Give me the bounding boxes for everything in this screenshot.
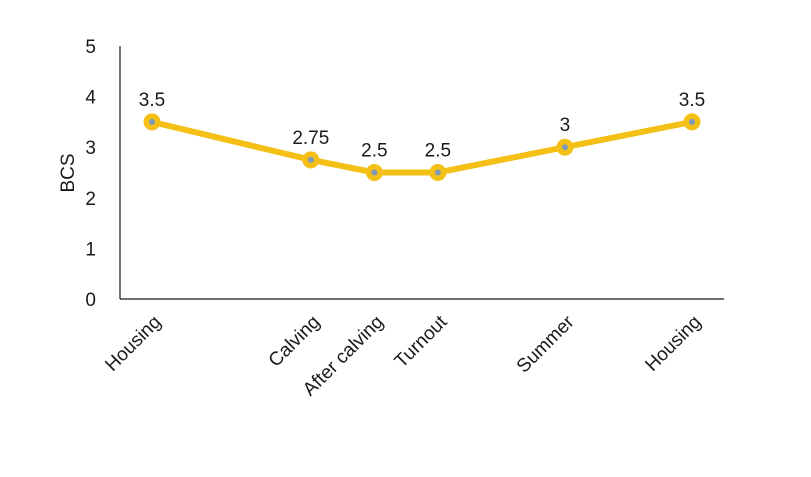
- data-label: 3: [560, 115, 571, 136]
- data-point-center: [689, 118, 695, 125]
- y-tick-label: 5: [85, 37, 96, 58]
- data-point: [556, 138, 574, 156]
- series-line: [149, 118, 695, 176]
- y-tick-label: 0: [85, 290, 96, 311]
- x-tick-label: Housing: [641, 312, 705, 376]
- data-label: 3.5: [139, 90, 165, 111]
- data-point-center: [434, 169, 441, 176]
- data-label: 2.75: [292, 128, 329, 149]
- y-axis-ticks: 0 1 2 3 4 5: [85, 37, 96, 311]
- data-point-center: [149, 118, 155, 125]
- data-point: [683, 113, 701, 131]
- y-tick-label: 1: [85, 239, 96, 260]
- data-label: 2.5: [361, 141, 387, 162]
- y-axis-title: BCS: [58, 153, 79, 192]
- x-tick-label: Housing: [101, 312, 165, 376]
- data-point: [143, 113, 161, 131]
- y-tick-label: 3: [85, 138, 96, 159]
- data-point-center: [371, 169, 378, 176]
- data-label: 3.5: [679, 90, 705, 111]
- data-labels: 3.5 2.75 2.5 2.5 3 3.5: [139, 90, 705, 162]
- x-tick-label: Turnout: [391, 311, 452, 372]
- x-tick-label: Summer: [513, 311, 579, 377]
- data-point: [365, 164, 383, 181]
- x-tick-label: Calving: [265, 312, 325, 372]
- data-point: [302, 151, 320, 169]
- data-point-center: [307, 156, 314, 163]
- y-tick-label: 2: [85, 189, 96, 210]
- data-point: [429, 164, 447, 181]
- series-group: [143, 113, 701, 181]
- data-label: 2.5: [425, 141, 451, 162]
- data-point-center: [561, 144, 568, 151]
- y-tick-label: 4: [85, 88, 96, 109]
